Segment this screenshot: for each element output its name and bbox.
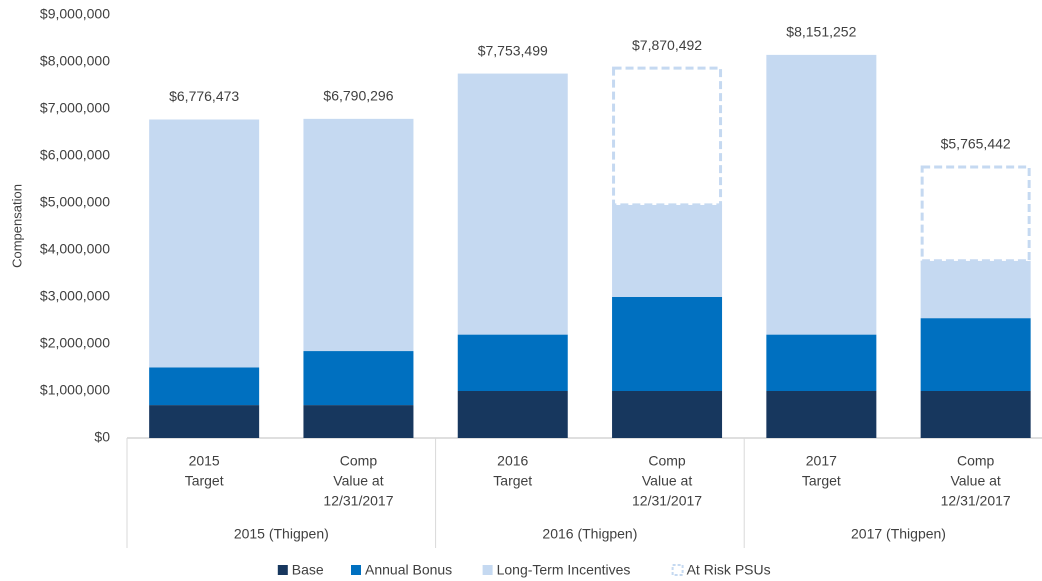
y-tick-label: $1,000,000 <box>40 382 110 398</box>
y-tick-label: $4,000,000 <box>40 241 110 257</box>
x-tick-label: 2016 <box>497 453 528 469</box>
y-tick-label: $0 <box>94 429 110 445</box>
group-label: 2017 (Thigpen) <box>851 526 946 542</box>
group-label: 2016 (Thigpen) <box>542 526 637 542</box>
legend-label: Long-Term Incentives <box>497 562 631 578</box>
y-tick-label: $2,000,000 <box>40 335 110 351</box>
y-tick-label: $7,000,000 <box>40 100 110 116</box>
x-tick-label: 2015 <box>189 453 220 469</box>
bar-segment <box>612 391 723 438</box>
y-tick-label: $5,000,000 <box>40 194 110 210</box>
x-tick-label: Target <box>802 473 841 489</box>
total-label: $7,870,492 <box>632 37 702 53</box>
bar-segment <box>149 367 260 406</box>
legend-swatch <box>671 564 684 576</box>
bar-segment <box>149 119 260 368</box>
y-tick-label: $6,000,000 <box>40 147 110 163</box>
bar-segment <box>149 405 260 438</box>
legend-swatch <box>351 565 361 575</box>
bar-segment <box>612 297 723 391</box>
x-tick-label: 2017 <box>806 453 837 469</box>
bar-segment <box>457 334 568 391</box>
x-tick-label: 12/31/2017 <box>323 493 393 509</box>
x-tick-label: Value at <box>333 473 383 489</box>
x-tick-label: Comp <box>340 453 378 469</box>
bar-segment <box>303 351 414 406</box>
x-tick-label: Value at <box>950 473 1000 489</box>
bar-segment <box>457 73 568 335</box>
y-axis-label: Compensation <box>9 184 24 268</box>
legend-label: Annual Bonus <box>365 562 452 578</box>
bar-segment <box>920 165 1031 263</box>
x-tick-label: 12/31/2017 <box>632 493 702 509</box>
x-tick-label: Comp <box>648 453 686 469</box>
y-tick-label: $8,000,000 <box>40 53 110 69</box>
bar-segment <box>612 204 723 297</box>
bar-segment <box>766 54 877 335</box>
legend-label: Base <box>292 562 324 578</box>
total-label: $6,790,296 <box>323 88 393 104</box>
y-tick-label: $3,000,000 <box>40 288 110 304</box>
bar-segment <box>920 260 1031 319</box>
x-tick-label: Target <box>493 473 532 489</box>
total-label: $6,776,473 <box>169 88 239 104</box>
bar-segment <box>303 405 414 438</box>
x-tick-label: 12/31/2017 <box>941 493 1011 509</box>
x-tick-label: Target <box>185 473 224 489</box>
total-label: $8,151,252 <box>786 24 856 40</box>
group-label: 2015 (Thigpen) <box>234 526 329 542</box>
x-tick-label: Value at <box>642 473 692 489</box>
bar-segment <box>766 391 877 438</box>
bar-segment <box>457 391 568 438</box>
bar-segment <box>920 391 1031 438</box>
legend-label: At Risk PSUs <box>687 562 771 578</box>
legend-swatch <box>482 565 493 575</box>
bar-segment <box>920 318 1031 391</box>
total-label: $7,753,499 <box>478 42 548 58</box>
total-label: $5,765,442 <box>941 136 1011 152</box>
legend-swatch <box>277 565 288 575</box>
bar-segment <box>303 118 414 352</box>
y-tick-label: $9,000,000 <box>40 6 110 22</box>
bar-segment <box>612 66 723 207</box>
bar-segment <box>766 334 877 391</box>
x-tick-label: Comp <box>957 453 995 469</box>
